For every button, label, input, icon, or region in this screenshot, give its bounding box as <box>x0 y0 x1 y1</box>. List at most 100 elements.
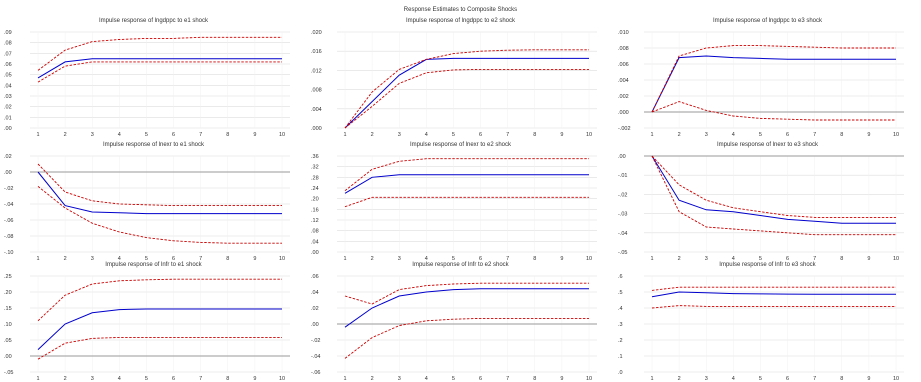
y-tick-label: -.08 <box>4 234 13 240</box>
x-tick-label: 8 <box>226 132 229 138</box>
x-tick-label: 7 <box>506 132 509 138</box>
y-tick-label: .00 <box>311 322 319 328</box>
x-tick-label: 7 <box>199 376 202 382</box>
response-line <box>37 171 282 215</box>
response-line <box>651 155 896 224</box>
y-tick-label: -.02 <box>311 338 320 344</box>
response-line <box>37 308 282 350</box>
x-tick-label: 6 <box>786 132 789 138</box>
y-tick-label: .004 <box>311 107 322 113</box>
y-tick-label: .010 <box>618 30 629 36</box>
panel-lnexr-e3: Impulse response of lnexr to e3 shock -.… <box>614 142 921 262</box>
x-tick-label: 1 <box>36 376 39 382</box>
lower-band-line <box>651 101 896 121</box>
upper-band-line <box>37 278 282 322</box>
x-tick-label: 6 <box>479 376 482 382</box>
panel-title: Impulse response of lnfr to e3 shock <box>719 262 816 268</box>
panel-plot: -.05 .00 .05 .10 .15 .20 .25 1 2 3 4 5 6 7 8 9 10 <box>4 274 290 382</box>
y-tick-label: .04 <box>311 290 319 296</box>
y-tick-label: .00 <box>4 126 12 132</box>
x-tick-label: 9 <box>560 376 563 382</box>
response-line <box>344 57 589 129</box>
x-tick-label: 1 <box>36 132 39 138</box>
y-tick-label: .36 <box>311 154 319 160</box>
x-tick-label: 4 <box>425 132 428 138</box>
x-tick-label: 8 <box>533 256 536 262</box>
y-tick-label: -.002 <box>618 126 631 132</box>
x-tick-label: 1 <box>650 376 653 382</box>
y-tick-label: .008 <box>311 88 322 94</box>
y-tick-label: .4 <box>618 306 623 312</box>
y-tick-label: .00 <box>311 250 319 256</box>
x-tick-label: 3 <box>91 376 94 382</box>
panel-plot: .000 .004 .008 .012 .016 .020 1 2 3 4 5 6 7 8 9 10 <box>311 30 597 138</box>
response-line <box>344 288 589 328</box>
x-tick-label: 9 <box>560 256 563 262</box>
panel-lnfr-e3: Impulse response of lnfr to e3 shock .0.… <box>614 262 921 382</box>
x-tick-label: 4 <box>118 132 121 138</box>
x-tick-label: 5 <box>759 256 762 262</box>
x-tick-label: 6 <box>172 256 175 262</box>
y-tick-label: .012 <box>311 68 322 74</box>
upper-band-line <box>37 163 282 207</box>
lower-band-line <box>37 336 282 360</box>
y-tick-label: .03 <box>4 94 12 100</box>
panel-lnfr-e2: Impulse response of lnfr to e2 shock -.0… <box>307 262 614 382</box>
x-tick-label: 3 <box>398 376 401 382</box>
y-tick-label: .0 <box>618 370 623 376</box>
upper-band-line <box>651 45 896 113</box>
y-tick-label: .06 <box>311 274 319 280</box>
x-tick-label: 10 <box>586 132 592 138</box>
upper-band-line <box>651 155 896 218</box>
x-tick-label: 7 <box>813 376 816 382</box>
x-tick-label: 6 <box>479 132 482 138</box>
x-tick-label: 8 <box>226 256 229 262</box>
lower-band-line <box>344 317 589 359</box>
x-tick-label: 6 <box>172 376 175 382</box>
x-tick-label: 2 <box>64 376 67 382</box>
x-tick-label: 4 <box>732 376 735 382</box>
x-tick-label: 10 <box>586 256 592 262</box>
panel-lngdppc-e2: Impulse response of lngdppc to e2 shock … <box>307 18 614 138</box>
y-tick-label: .6 <box>618 274 623 280</box>
x-tick-label: 9 <box>560 132 563 138</box>
y-tick-label: .24 <box>311 186 319 192</box>
x-tick-label: 7 <box>506 256 509 262</box>
x-tick-label: 3 <box>705 376 708 382</box>
y-tick-label: .02 <box>4 154 12 160</box>
y-tick-label: .00 <box>618 154 626 160</box>
y-tick-label: .02 <box>311 306 319 312</box>
panel-plot: -.05 -.04 -.03 -.02 -.01 .00 1 2 3 4 5 6 7 8 9 10 <box>618 154 904 262</box>
y-tick-label: .002 <box>618 94 629 100</box>
x-tick-label: 8 <box>226 376 229 382</box>
panel-plot: -.10 -.08 -.06 -.04 -.02 .00 .02 1 2 3 4 5 6 7 8 9 10 <box>4 154 290 262</box>
x-tick-label: 10 <box>893 256 899 262</box>
y-tick-label: -.03 <box>618 212 627 218</box>
x-tick-label: 5 <box>145 376 148 382</box>
x-tick-label: 7 <box>813 132 816 138</box>
x-tick-label: 9 <box>253 256 256 262</box>
upper-band-line <box>344 282 589 305</box>
y-tick-label: -.04 <box>4 202 13 208</box>
x-tick-label: 1 <box>343 256 346 262</box>
y-tick-label: .000 <box>311 126 322 132</box>
y-tick-label: -.01 <box>618 173 627 179</box>
x-tick-label: 4 <box>425 376 428 382</box>
x-tick-label: 6 <box>479 256 482 262</box>
x-tick-label: 9 <box>867 132 870 138</box>
panel-lnexr-e1: Impulse response of lnexr to e1 shock -.… <box>0 142 307 262</box>
x-tick-label: 8 <box>840 376 843 382</box>
x-tick-label: 1 <box>650 256 653 262</box>
response-line <box>344 174 589 194</box>
panel-plot: .00 .01 .02 .03 .04 .05 .06 .07 .08 .09 1 2 3 4 5 6 7 8 9 1… <box>4 30 290 138</box>
x-tick-label: 8 <box>840 132 843 138</box>
x-tick-label: 5 <box>452 376 455 382</box>
x-tick-label: 5 <box>452 132 455 138</box>
y-tick-label: -.10 <box>4 250 13 256</box>
x-tick-label: 2 <box>371 256 374 262</box>
x-tick-label: 2 <box>678 376 681 382</box>
upper-band-line <box>344 158 589 192</box>
response-line <box>651 55 896 113</box>
y-tick-label: .20 <box>4 290 12 296</box>
figure-title: Response Estimates to Composite Shocks <box>403 7 518 13</box>
